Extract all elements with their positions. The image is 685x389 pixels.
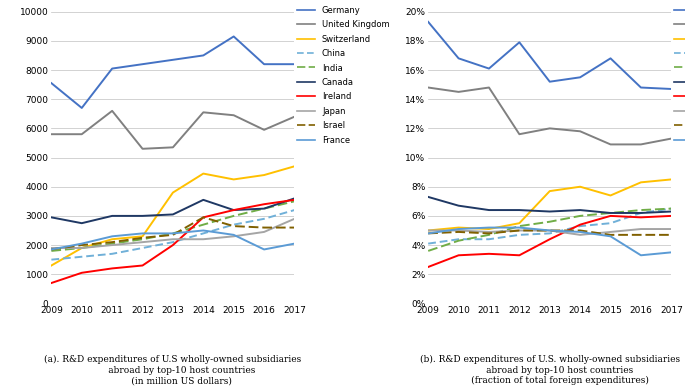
Legend: Germany, United Kingdom, Switzerland, China, India, Canada, Ireland, Japan, Isra: Germany, United Kingdom, Switzerland, Ch… bbox=[297, 6, 390, 145]
Legend: Germany, United Kingdom, Switzerland, China, India, Canada, Ireland, Japan, Isra: Germany, United Kingdom, Switzerland, Ch… bbox=[674, 6, 685, 145]
Text: (b). R&D expenditures of U.S. wholly-owned subsidiaries
       abroad by top-10 : (b). R&D expenditures of U.S. wholly-own… bbox=[420, 355, 680, 385]
Text: (a). R&D expenditures of U.S wholly-owned subsidiaries
      abroad by top-10 ho: (a). R&D expenditures of U.S wholly-owne… bbox=[45, 355, 301, 385]
